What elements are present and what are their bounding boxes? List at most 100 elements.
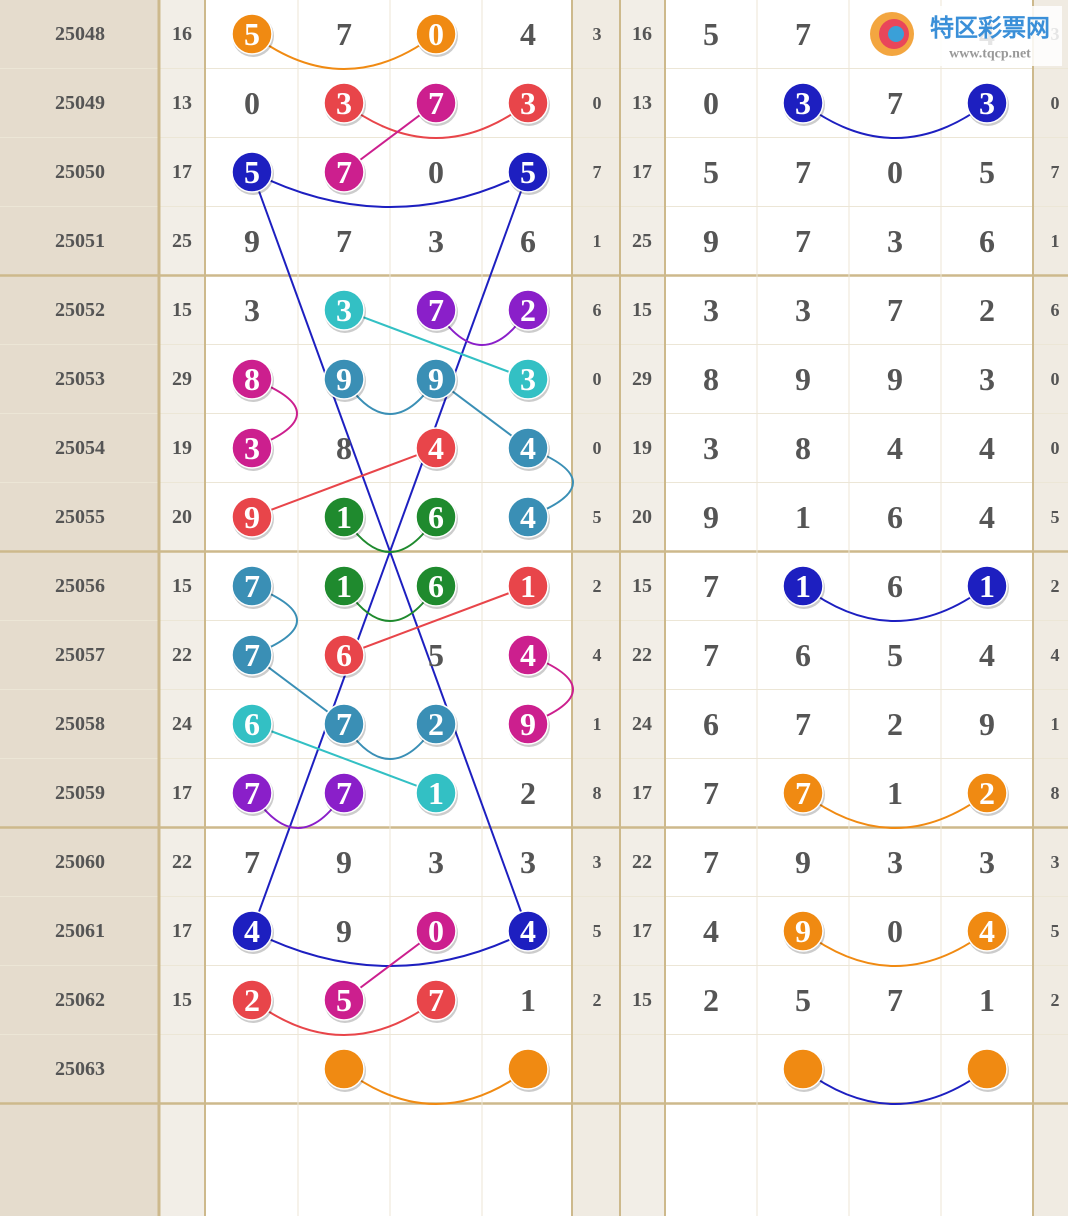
digit: 4 xyxy=(979,430,995,466)
digit: 7 xyxy=(244,568,260,604)
digit: 3 xyxy=(979,85,995,121)
digit: 3 xyxy=(428,844,444,880)
issue: 25056 xyxy=(55,575,105,597)
sum: 17 xyxy=(632,161,652,183)
digit: 0 xyxy=(244,85,260,121)
digit: 4 xyxy=(979,637,995,673)
digit: 4 xyxy=(428,430,444,466)
digit: 7 xyxy=(244,844,260,880)
issue: 25054 xyxy=(55,437,105,459)
span: 0 xyxy=(593,438,602,458)
ball xyxy=(782,565,824,607)
ball xyxy=(323,289,365,331)
span: 7 xyxy=(1051,162,1060,182)
ball xyxy=(415,289,457,331)
ball xyxy=(507,703,549,745)
ball xyxy=(966,565,1008,607)
digit: 5 xyxy=(244,154,260,190)
sum: 17 xyxy=(632,782,652,804)
sum: 15 xyxy=(172,575,192,597)
digit: 8 xyxy=(795,430,811,466)
span: 2 xyxy=(1051,576,1060,596)
digit: 5 xyxy=(244,16,260,52)
link xyxy=(802,585,988,622)
ball xyxy=(231,427,273,469)
span-column xyxy=(572,0,620,1216)
digit: 9 xyxy=(703,223,719,259)
digit: 3 xyxy=(979,361,995,397)
digit: 4 xyxy=(979,913,995,949)
span: 6 xyxy=(1051,300,1060,320)
digit: 4 xyxy=(520,430,536,466)
span: 3 xyxy=(1051,852,1060,872)
span: 8 xyxy=(593,783,602,803)
sum: 22 xyxy=(632,644,652,666)
ball xyxy=(415,496,457,538)
digit: 7 xyxy=(244,775,260,811)
ball xyxy=(415,703,457,745)
link xyxy=(802,792,988,829)
digit: 7 xyxy=(795,775,811,811)
sum: 29 xyxy=(632,368,652,390)
issue: 25055 xyxy=(55,506,105,528)
ball xyxy=(323,151,365,193)
digit: 3 xyxy=(887,844,903,880)
ball xyxy=(323,358,365,400)
link xyxy=(802,1068,988,1105)
ball xyxy=(415,13,457,55)
sum: 13 xyxy=(172,92,192,114)
ball xyxy=(231,13,273,55)
digit: 6 xyxy=(887,499,903,535)
ball xyxy=(231,979,273,1021)
sum: 29 xyxy=(172,368,192,390)
digit: 7 xyxy=(428,982,444,1018)
link xyxy=(343,102,529,139)
ball xyxy=(323,634,365,676)
digit: 3 xyxy=(795,85,811,121)
digit: 5 xyxy=(520,154,536,190)
link xyxy=(251,999,437,1036)
digit: 3 xyxy=(795,292,811,328)
sum: 16 xyxy=(172,23,192,45)
sum: 24 xyxy=(632,713,652,735)
digit: 5 xyxy=(703,16,719,52)
digit: 2 xyxy=(520,292,536,328)
issue: 25048 xyxy=(55,23,105,45)
digit: 6 xyxy=(336,637,352,673)
span: 4 xyxy=(1051,645,1060,665)
span: 3 xyxy=(593,852,602,872)
sum: 17 xyxy=(172,920,192,942)
sum: 19 xyxy=(632,437,652,459)
span: 8 xyxy=(1051,783,1060,803)
digit: 3 xyxy=(979,844,995,880)
sum: 17 xyxy=(172,782,192,804)
digit: 0 xyxy=(887,913,903,949)
digit: 9 xyxy=(887,361,903,397)
span: 0 xyxy=(593,93,602,113)
digit: 2 xyxy=(520,775,536,811)
sum: 20 xyxy=(172,506,192,528)
digit: 3 xyxy=(336,85,352,121)
digit: 7 xyxy=(428,292,444,328)
sum: 15 xyxy=(632,989,652,1011)
ball xyxy=(323,772,365,814)
sum: 15 xyxy=(172,989,192,1011)
digit: 1 xyxy=(887,775,903,811)
ball xyxy=(415,772,457,814)
ball xyxy=(323,82,365,124)
ball xyxy=(507,427,549,469)
sum: 19 xyxy=(172,437,192,459)
digit: 1 xyxy=(979,982,995,1018)
digit: 1 xyxy=(795,499,811,535)
ball xyxy=(966,910,1008,952)
issue: 25051 xyxy=(55,230,105,252)
sum: 13 xyxy=(632,92,652,114)
digit: 7 xyxy=(887,85,903,121)
digit: 7 xyxy=(795,154,811,190)
digit: 9 xyxy=(520,706,536,742)
ball xyxy=(231,151,273,193)
digit: 4 xyxy=(520,16,536,52)
digit: 9 xyxy=(795,844,811,880)
issue: 25058 xyxy=(55,713,105,735)
span: 2 xyxy=(1051,990,1060,1010)
